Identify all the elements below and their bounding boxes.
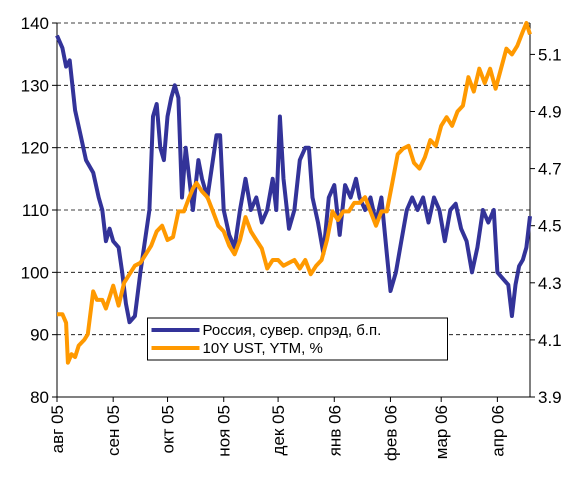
x-tick-label: авг 05 bbox=[48, 405, 67, 453]
y-tick-label: 80 bbox=[30, 388, 49, 407]
y2-tick-label: 5.1 bbox=[538, 45, 562, 64]
y2-tick-label: 4.7 bbox=[538, 160, 562, 179]
x-tick-label: апр 06 bbox=[488, 405, 507, 457]
x-tick-label: окт 05 bbox=[159, 405, 178, 454]
legend-label: Россия, сувер. спрэд, б.п. bbox=[203, 322, 382, 339]
y2-tick-label: 3.9 bbox=[538, 388, 562, 407]
y-tick-label: 140 bbox=[21, 14, 49, 33]
x-tick-label: сен 05 bbox=[104, 405, 123, 456]
legend-box bbox=[147, 317, 448, 361]
x-tick-label: фев 06 bbox=[381, 405, 400, 461]
legend-label: 10Y UST, YTM, % bbox=[203, 340, 323, 357]
y2-tick-label: 4.1 bbox=[538, 331, 562, 350]
series-line bbox=[57, 21, 532, 365]
y2-tick-label: 4.3 bbox=[538, 274, 562, 293]
x-tick-label: ноя 05 bbox=[215, 405, 234, 457]
y-tick-label: 130 bbox=[21, 76, 49, 95]
series-line bbox=[55, 34, 532, 325]
y-tick-label: 90 bbox=[30, 326, 49, 345]
x-tick-label: дек 05 bbox=[269, 405, 288, 455]
y-tick-label: 110 bbox=[22, 201, 49, 220]
y-tick-label: 120 bbox=[21, 139, 49, 158]
y2-tick-label: 4.9 bbox=[538, 103, 562, 122]
y2-tick-label: 4.5 bbox=[538, 217, 562, 236]
x-tick-label: мар 06 bbox=[432, 405, 451, 459]
x-tick-label: янв 06 bbox=[325, 405, 344, 456]
legend: Россия, сувер. спрэд, б.п.10Y UST, YTM, … bbox=[147, 317, 448, 361]
y-tick-label: 100 bbox=[21, 263, 49, 282]
